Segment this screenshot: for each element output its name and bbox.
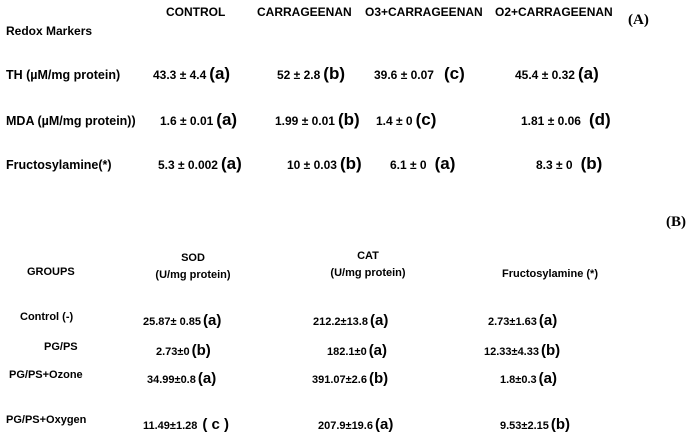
panel-a-row-label-fructosylamine: Fructosylamine(*) [6,158,112,172]
panel-b-cell: 182.1±0 (a) [327,342,388,359]
panel-a-row-label-th: TH (µM/mg protein) [6,68,121,82]
panel-b-row-label: PG/PS [44,341,78,353]
panel-a-cell: 10 ± 0.03 (b) [287,154,362,173]
panel-a-col-carrageenan: CARRAGEENAN [257,5,352,19]
panel-b-cell: 391.07±2.6 (b) [312,370,389,387]
panel-b-row-label: PG/PS+Ozone [9,369,83,381]
panel-b-cell: 212.2±13.8 (a) [313,312,389,329]
panel-a-cell: 1.81 ± 0.06 (d) [521,110,611,129]
panel-b-cell: 1.8±0.3 (a) [500,370,557,387]
panel-a-tag: (A) [628,12,649,28]
panel-b-cell: 9.53±2.15 (b) [500,416,571,433]
panel-a-cell: 1.99 ± 0.01 (b) [275,110,360,129]
panel-b-tag: (B) [666,214,686,230]
panel-b-col-cat: CAT (U/mg protein) [330,250,406,279]
panel-a-cell: 6.1 ± 0 (a) [390,154,456,173]
panel-b-col-fructosylamine: Fructosylamine (*) [502,268,598,280]
panel-a-cell: 8.3 ± 0 (b) [536,154,603,173]
panel-a-cell: 5.3 ± 0.002 (a) [158,154,242,173]
panel-a-row-header: Redox Markers [6,24,93,38]
panel-a-col-o3-carrageenan: O3+CARRAGEENAN [365,5,483,19]
panel-b-cell: 11.49±1.28( c ) [143,416,230,433]
panel-b-row-label: Control (-) [20,311,74,323]
panel-a-cell: 45.4 ± 0.32 (a) [515,64,599,83]
panel-b-col-sod: SOD (U/mg protein) [155,252,231,281]
panel-a-cell: 39.6 ± 0.07 (c) [374,64,465,83]
panel-b-cell: 34.99±0.8 (a) [147,370,217,387]
panel-b-row-label: PG/PS+Oxygen [6,414,87,426]
panel-b-cell: 2.73±1.63 (a) [488,312,558,329]
panel-b-cell: 207.9±19.6 (a) [318,416,394,433]
panel-a-cell: 52 ± 2.8 (b) [277,64,346,83]
panel-a-row-label-mda: MDA (µM/mg protein)) [6,114,136,128]
panel-a-cell: 43.3 ± 4.4 (a) [153,64,231,83]
panel-a-col-control: CONTROL [166,5,226,19]
panel-a-col-o2-carrageenan: O2+CARRAGEENAN [495,5,613,19]
panel-a-cell: 1.6 ± 0.01 (a) [160,110,238,129]
panel-b-cell: 12.33±4.33 (b) [484,342,561,359]
panel-a-cell: 1.4 ± 0 (c) [376,110,437,129]
panel-b-cell: 25.87± 0.85 (a) [143,312,222,329]
panel-b-cell: 2.73±0 (b) [156,342,211,359]
panel-b-row-header: GROUPS [27,266,75,278]
